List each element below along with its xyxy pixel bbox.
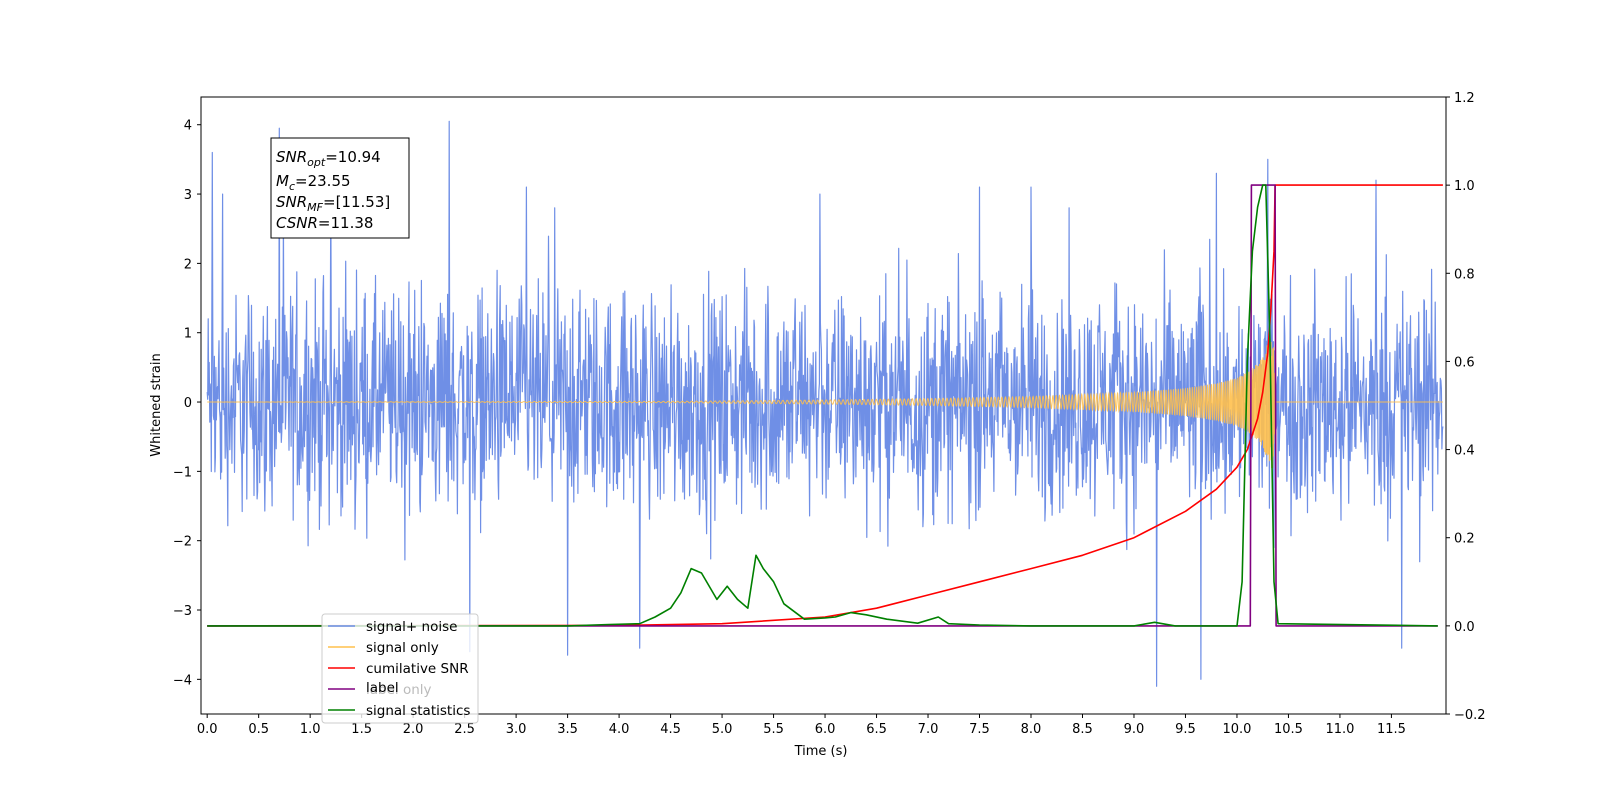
y-axis-right: −0.2 0.0 0.2 0.4 0.6 0.8 1.0 1.2 (1446, 91, 1486, 723)
legend: signal+ noise signal only cumilative SNR… (321, 613, 479, 724)
y-tick-label-right: 1.0 (1454, 179, 1475, 194)
legend-label: signal statistics (366, 703, 470, 719)
legend-frame (321, 613, 479, 724)
x-tick-label: 8.5 (1072, 722, 1093, 737)
x-tick-label: 7.0 (918, 722, 939, 737)
legend-item-cumulative-snr: cumilative SNR (328, 661, 469, 677)
series-signal-only-line (207, 341, 1443, 469)
y-tick-label-left: 4 (184, 119, 192, 134)
x-tick-label: 10.5 (1274, 722, 1303, 737)
x-tick-label: 5.0 (712, 722, 733, 737)
x-tick-label: 3.0 (506, 722, 527, 737)
x-tick-label: 2.5 (454, 722, 475, 737)
x-axis-label: Time (s) (794, 744, 848, 759)
legend-item-signal-only: signal only (328, 640, 439, 656)
x-axis: 0.0 0.5 1.0 1.5 2.0 2.5 3.0 3.5 4.0 4.5 5.0 5.5 6.0 6… (197, 714, 1406, 737)
x-tick-label: 3.5 (557, 722, 578, 737)
y-axis-left: −4 −3 −2 −1 0 1 2 3 4 (173, 119, 201, 688)
legend-item-signal-noise: signal+ noise (328, 619, 457, 635)
x-tick-label: 5.5 (763, 722, 784, 737)
y-tick-label-right: 0.2 (1454, 532, 1475, 547)
legend-item-signal-statistics: signal statistics (328, 703, 470, 719)
y-tick-label-left: 0 (184, 396, 192, 411)
x-tick-label: 6.0 (815, 722, 836, 737)
legend-label: signal only (366, 640, 439, 656)
y-tick-label-left: 1 (184, 327, 192, 342)
x-tick-label: 4.5 (660, 722, 681, 737)
y-tick-label-left: 3 (184, 188, 192, 203)
annotation-box: SNRopt=10.94 Mc=23.55 SNRMF=[11.53] CSNR… (270, 137, 410, 239)
y-tick-label-left: −2 (173, 535, 192, 550)
legend-label: signal+ noise (366, 619, 457, 635)
y-tick-label-left: −1 (173, 465, 192, 480)
x-tick-label: 1.0 (300, 722, 321, 737)
annotation-line-snr-opt: SNRopt=10.94 (276, 148, 381, 169)
x-tick-label: 11.0 (1325, 722, 1354, 737)
x-tick-label: 9.5 (1175, 722, 1196, 737)
plot-area (206, 120, 1444, 687)
y-tick-label-right: 0.4 (1454, 444, 1475, 459)
x-tick-label: 7.5 (969, 722, 990, 737)
axes-frame (200, 96, 1447, 715)
y-tick-label-left: −4 (173, 673, 192, 688)
annotation-line-snr-mf: SNRMF=[11.53] (276, 193, 390, 214)
y-tick-label-right: −0.2 (1454, 708, 1486, 723)
x-tick-label: 8.0 (1021, 722, 1042, 737)
x-tick-label: 4.0 (609, 722, 630, 737)
legend-item-label-only: label only (366, 682, 432, 698)
x-tick-label: 1.5 (351, 722, 372, 737)
legend-item-label: label (328, 680, 399, 696)
legend-label: label (366, 680, 399, 696)
y-tick-label-right: 0.6 (1454, 355, 1475, 370)
x-tick-label: 10.0 (1222, 722, 1251, 737)
y-tick-label-left: 2 (184, 257, 192, 272)
legend-label: cumilative SNR (366, 661, 469, 677)
annotation-line-mc: Mc=23.55 (276, 172, 351, 193)
legend-label: label only (366, 682, 432, 698)
annotation-line-csnr: CSNR=11.38 (276, 214, 373, 232)
x-tick-label: 9.0 (1124, 722, 1145, 737)
y-axis-label: Whitened strain (149, 353, 164, 456)
x-tick-label: 0.5 (248, 722, 269, 737)
x-tick-label: 2.0 (403, 722, 424, 737)
series-signal-statistics-line (207, 184, 1438, 627)
x-tick-label: 6.5 (866, 722, 887, 737)
y-tick-label-right: 0.0 (1454, 620, 1475, 635)
x-tick-label: 0.0 (197, 722, 218, 737)
y-tick-label-right: 1.2 (1454, 91, 1475, 106)
y-tick-label-left: −3 (173, 604, 192, 619)
y-tick-label-right: 0.8 (1454, 267, 1475, 282)
x-tick-label: 11.5 (1377, 722, 1406, 737)
